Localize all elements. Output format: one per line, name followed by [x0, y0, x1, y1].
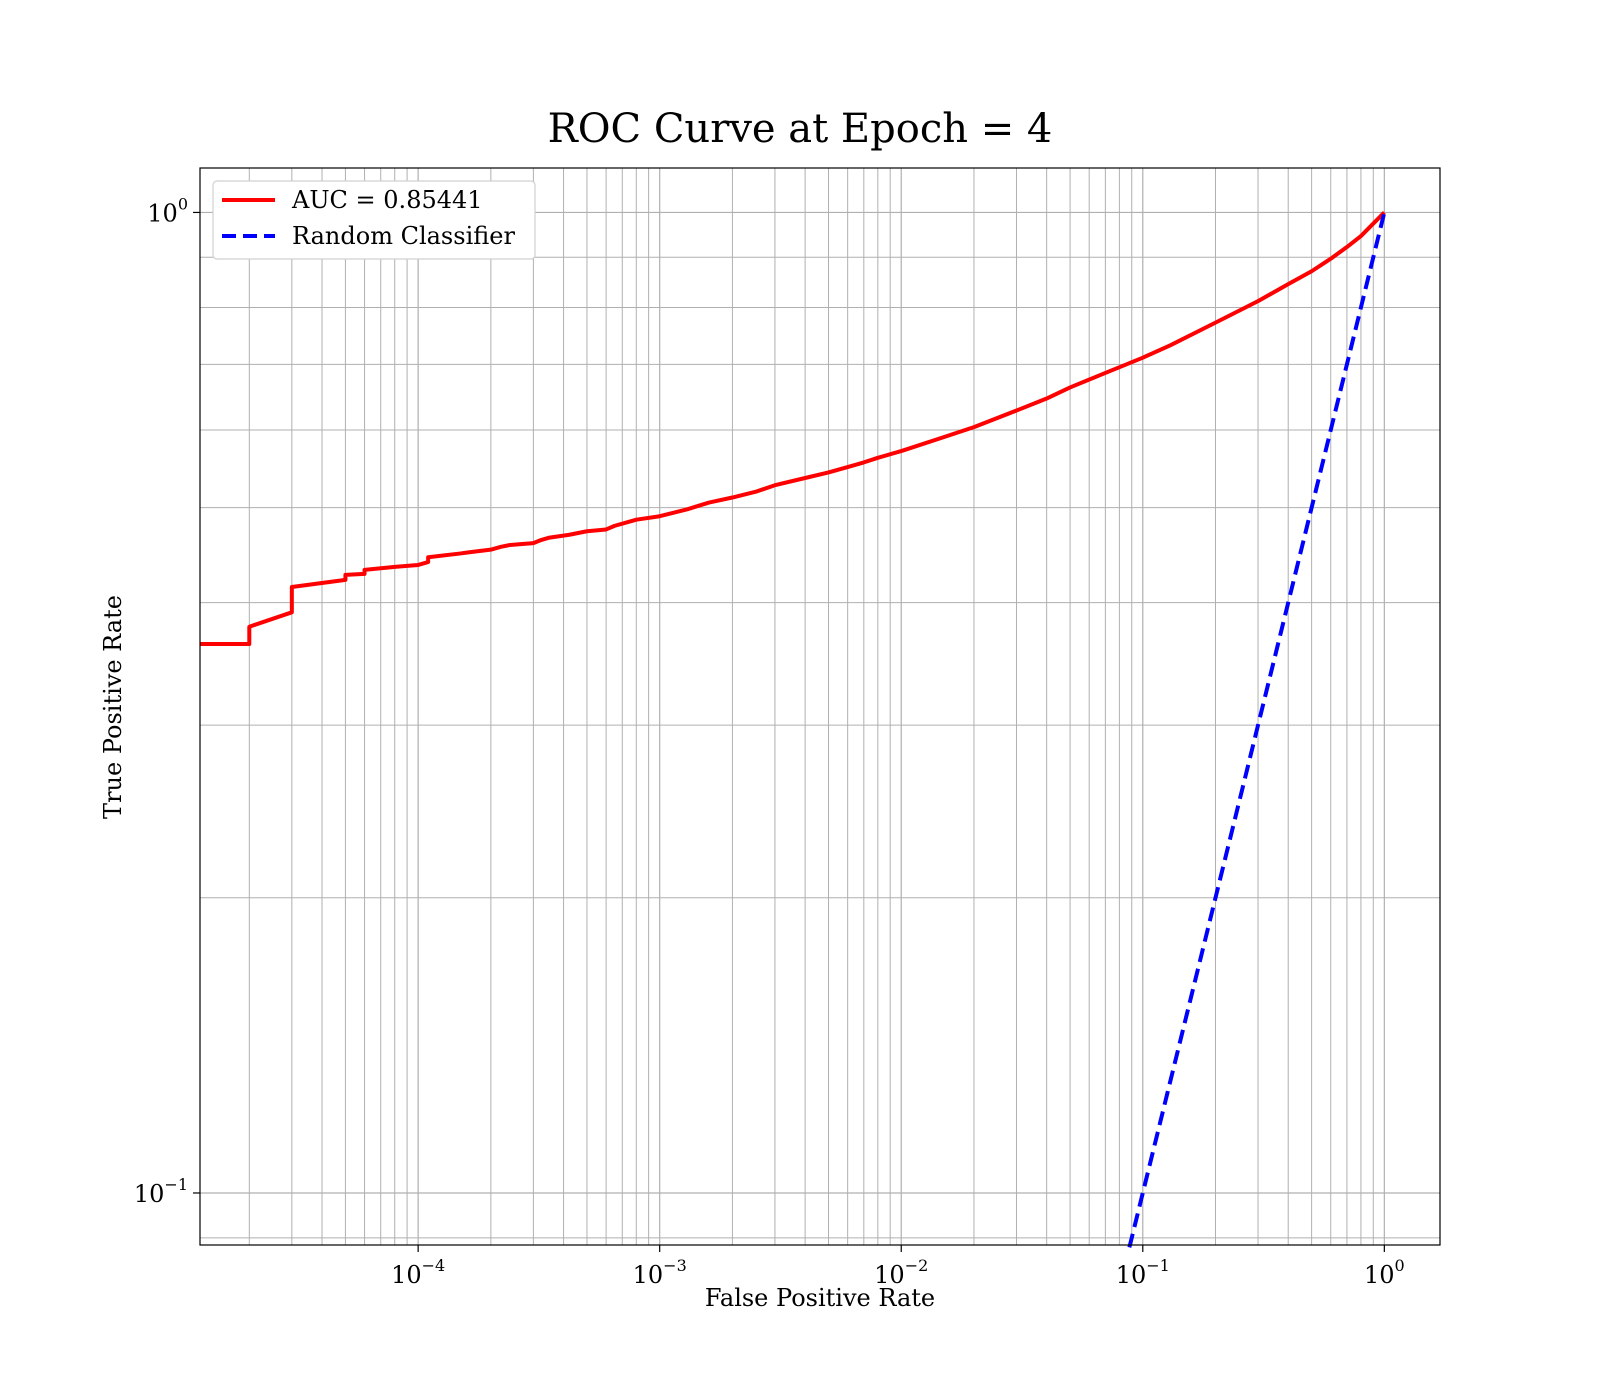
chart-title: ROC Curve at Epoch = 4	[548, 106, 1053, 152]
plot-frame	[199, 167, 1441, 1246]
y-tick-label: 10−1	[134, 1175, 188, 1208]
legend: AUC = 0.85441 Random Classifier	[212, 180, 536, 260]
x-tick-label: 10−2	[874, 1256, 928, 1289]
x-axis-label: False Positive Rate	[705, 1284, 935, 1312]
x-tick-label: 10−4	[391, 1256, 445, 1289]
plot-series	[200, 211, 1387, 1248]
random-classifier-line	[1127, 211, 1387, 1248]
y-ticks: 10−1 100	[134, 194, 200, 1208]
y-axis-label: True Positive Rate	[99, 595, 127, 819]
grid	[200, 168, 1440, 1245]
legend-label-random: Random Classifier	[292, 222, 515, 250]
legend-box	[212, 180, 536, 260]
roc-curve-line	[200, 211, 1386, 646]
x-tick-label: 100	[1364, 1256, 1405, 1289]
x-tick-label: 10−3	[633, 1256, 687, 1289]
x-tick-label: 10−1	[1116, 1256, 1170, 1289]
legend-label-auc: AUC = 0.85441	[291, 186, 483, 214]
x-ticks: 10−4 10−3 10−2 10−1 100	[391, 1245, 1405, 1289]
y-tick-label: 100	[147, 194, 188, 227]
